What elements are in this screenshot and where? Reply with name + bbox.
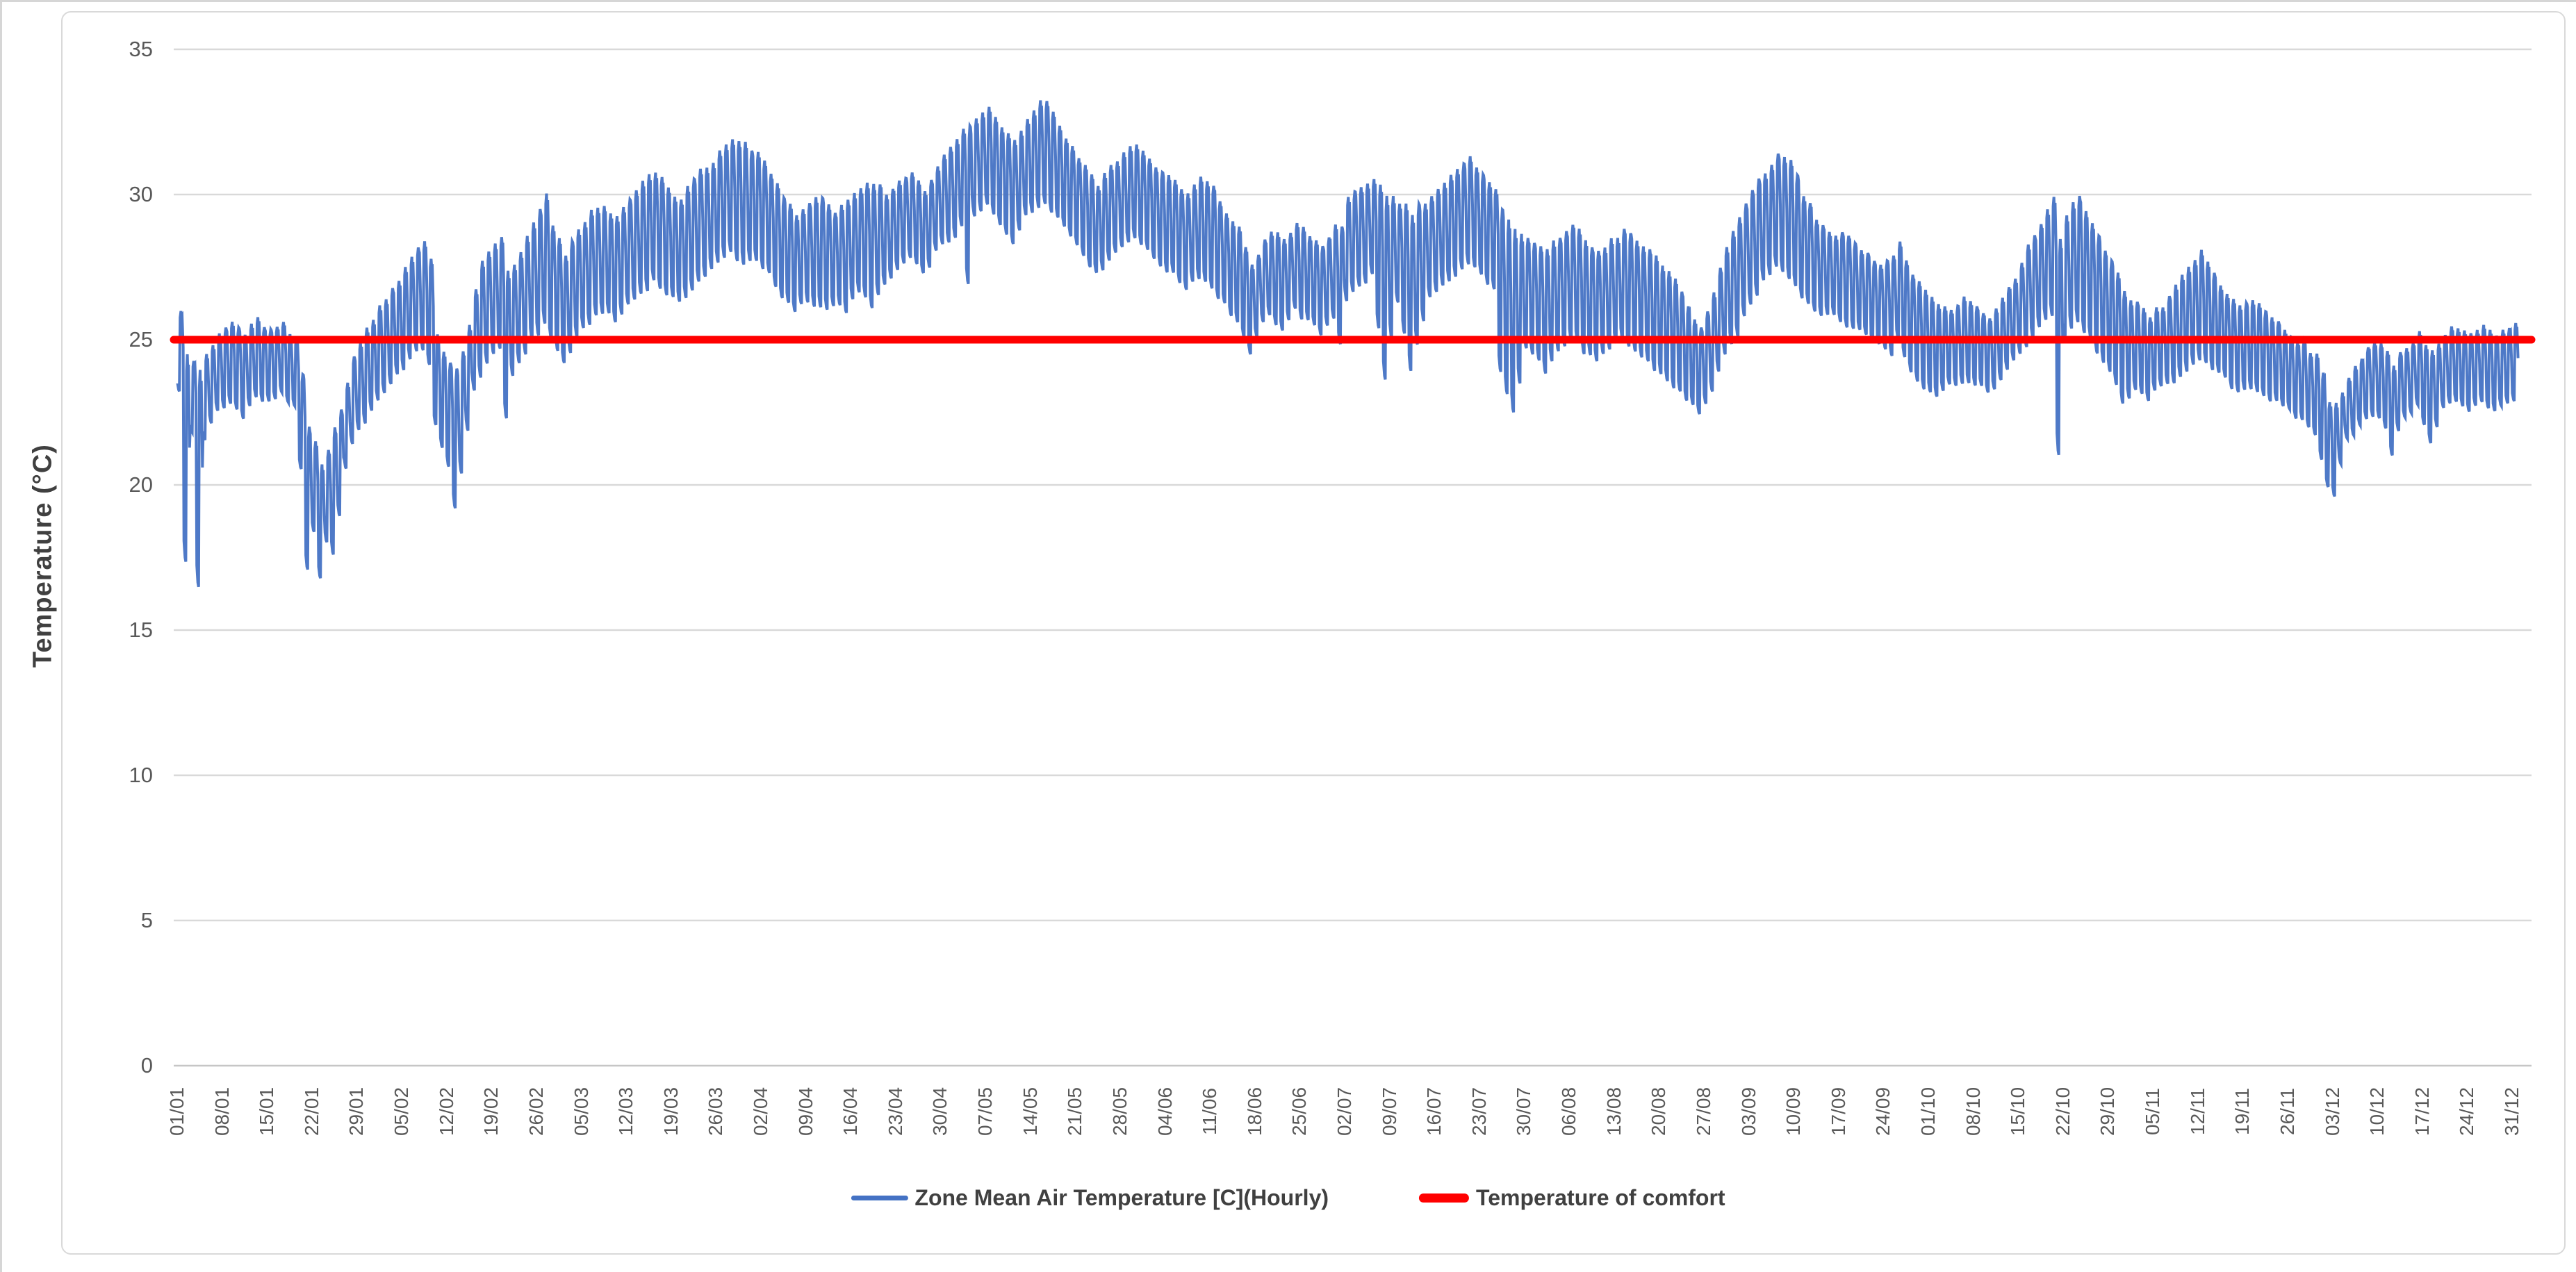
x-tick-label: 29/10 xyxy=(2097,1087,2119,1137)
y-tick-label: 25 xyxy=(129,327,153,352)
x-tick-label: 07/05 xyxy=(974,1087,996,1137)
x-tick-label: 19/03 xyxy=(659,1087,682,1137)
legend-line-sample-red xyxy=(1419,1193,1470,1203)
x-tick-label: 16/07 xyxy=(1423,1087,1445,1137)
x-tick-label: 31/12 xyxy=(2500,1087,2522,1137)
y-tick-label: 5 xyxy=(140,908,153,932)
x-tick-label: 30/04 xyxy=(929,1087,951,1137)
zone-mean-air-temperature-series xyxy=(176,100,2520,588)
legend-label: Zone Mean Air Temperature [C](Hourly) xyxy=(914,1185,1329,1210)
x-tick-label: 04/06 xyxy=(1154,1087,1176,1137)
x-tick-label: 12/11 xyxy=(2186,1088,2208,1135)
window-top-edge xyxy=(0,0,2576,2)
y-tick-label: 35 xyxy=(129,37,153,61)
x-tick-label: 30/07 xyxy=(1513,1087,1535,1137)
y-axis-title: Temperature (°C) xyxy=(28,444,58,668)
x-tick-label: 24/12 xyxy=(2456,1087,2478,1137)
x-tick-label: 11/06 xyxy=(1199,1088,1221,1135)
x-tick-label: 13/08 xyxy=(1602,1087,1625,1137)
x-tick-label: 02/07 xyxy=(1333,1087,1355,1137)
x-tick-label: 24/09 xyxy=(1872,1087,1894,1137)
x-tick-label: 05/02 xyxy=(391,1087,413,1137)
x-tick-label: 26/03 xyxy=(705,1087,727,1137)
x-tick-label: 05/11 xyxy=(2142,1088,2164,1135)
x-tick-label: 19/11 xyxy=(2231,1088,2254,1135)
legend-entry: Zone Mean Air Temperature [C](Hourly) xyxy=(851,1185,1329,1211)
chart-frame xyxy=(61,11,2566,1255)
x-tick-label: 02/04 xyxy=(749,1087,771,1137)
x-tick-label: 15/10 xyxy=(2007,1087,2029,1137)
x-tick-label: 22/01 xyxy=(300,1087,322,1137)
y-tick-label: 15 xyxy=(129,618,153,642)
x-tick-label: 29/01 xyxy=(345,1087,368,1137)
x-tick-label: 10/09 xyxy=(1782,1087,1805,1137)
x-tick-label: 21/05 xyxy=(1064,1087,1086,1137)
x-tick-label: 10/12 xyxy=(2366,1087,2388,1137)
legend-entry: Temperature of comfort xyxy=(1419,1185,1725,1211)
x-tick-label: 19/02 xyxy=(480,1087,502,1137)
x-tick-label: 05/03 xyxy=(570,1087,592,1137)
x-tick-label: 18/06 xyxy=(1243,1087,1265,1137)
x-tick-label: 22/10 xyxy=(2051,1087,2074,1137)
x-tick-label: 20/08 xyxy=(1648,1087,1670,1137)
x-tick-label: 12/02 xyxy=(435,1087,457,1137)
y-tick-label: 30 xyxy=(129,182,153,206)
legend-label: Temperature of comfort xyxy=(1476,1185,1725,1210)
x-tick-label: 26/11 xyxy=(2276,1088,2298,1135)
x-tick-label: 23/07 xyxy=(1468,1087,1490,1137)
x-tick-label: 08/10 xyxy=(1962,1087,1984,1137)
y-tick-label: 0 xyxy=(140,1053,153,1077)
x-tick-label: 17/09 xyxy=(1827,1087,1849,1137)
x-tick-label: 09/04 xyxy=(794,1087,817,1137)
y-tick-label: 10 xyxy=(129,763,153,787)
x-tick-label: 15/01 xyxy=(256,1087,278,1137)
x-tick-label: 03/09 xyxy=(1737,1087,1759,1137)
x-tick-label: 23/04 xyxy=(884,1087,906,1137)
x-tick-label: 03/12 xyxy=(2321,1087,2343,1137)
x-tick-label: 16/04 xyxy=(839,1087,862,1137)
x-tick-label: 01/01 xyxy=(166,1087,188,1137)
window-left-edge xyxy=(0,0,2,1272)
x-tick-label: 12/03 xyxy=(615,1087,637,1137)
x-tick-label: 25/06 xyxy=(1288,1087,1311,1137)
x-tick-label: 17/12 xyxy=(2411,1087,2433,1137)
x-tick-label: 28/05 xyxy=(1108,1087,1131,1137)
x-tick-label: 26/02 xyxy=(525,1087,547,1137)
y-tick-label: 20 xyxy=(129,472,153,497)
legend: Zone Mean Air Temperature [C](Hourly) Tem… xyxy=(851,1185,1725,1211)
x-tick-label: 09/07 xyxy=(1378,1087,1400,1137)
x-tick-label: 14/05 xyxy=(1019,1087,1041,1137)
x-tick-label: 27/08 xyxy=(1692,1087,1714,1137)
x-tick-label: 06/08 xyxy=(1558,1087,1580,1137)
legend-line-sample-blue xyxy=(851,1196,908,1200)
x-tick-label: 01/10 xyxy=(1917,1087,1939,1137)
x-tick-label: 08/01 xyxy=(211,1087,233,1137)
